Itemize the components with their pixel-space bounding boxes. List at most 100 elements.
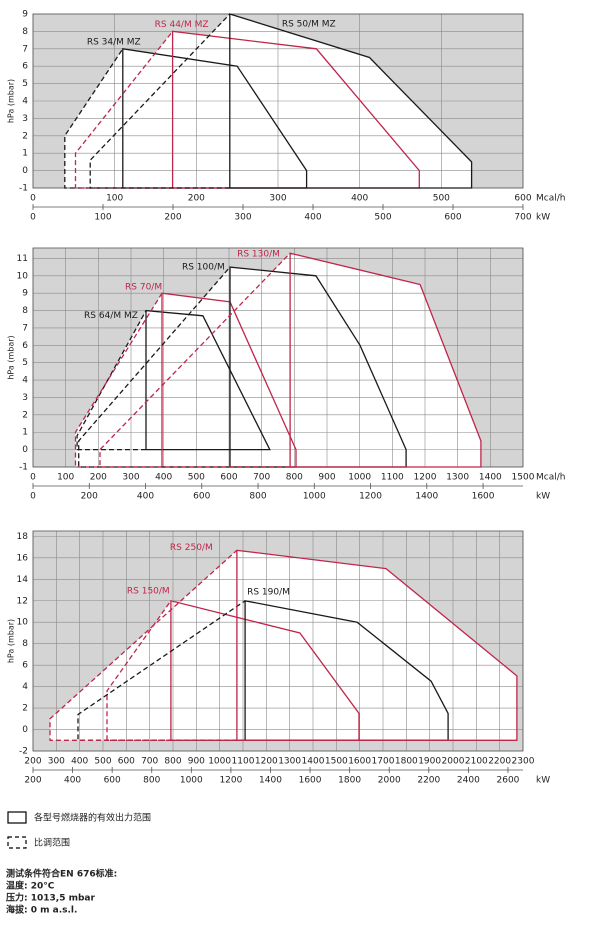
x-tick-label: 1300 — [446, 473, 469, 483]
x2-tick-label: 2200 — [417, 776, 440, 786]
series-label: RS 150/M — [127, 586, 170, 596]
x-tick-label: 1800 — [395, 757, 418, 767]
x2-tick-label: 1600 — [299, 776, 322, 786]
y-tick-label: 1 — [22, 149, 28, 159]
y-tick-label: 3 — [22, 393, 28, 403]
x-tick-label: 700 — [253, 473, 270, 483]
x2-tick-label: 200 — [81, 492, 98, 502]
x2-tick-label: 0 — [30, 213, 36, 223]
x-tick-label: 1700 — [372, 757, 395, 767]
x-tick-label: 500 — [433, 194, 450, 204]
x2-tick-label: 400 — [304, 213, 321, 223]
x2-unit: kW — [536, 492, 550, 502]
note-title: 测试条件符合EN 676标准: — [6, 868, 117, 880]
x2-tick-label: 400 — [64, 776, 81, 786]
field-fill — [100, 253, 291, 467]
x-tick-label: 1100 — [381, 473, 404, 483]
note-altitude: 海拔: 0 m a.s.l. — [6, 904, 77, 916]
y-tick-label: 0 — [22, 445, 28, 455]
y-tick-label: 4 — [22, 682, 28, 692]
x2-tick-label: 600 — [444, 213, 461, 223]
x2-tick-label: 800 — [249, 492, 266, 502]
x-unit: Mcal/h — [536, 194, 565, 204]
x-tick-label: 1500 — [325, 757, 348, 767]
x2-tick-label: 2400 — [457, 776, 480, 786]
modulation-range — [89, 13, 231, 189]
y-tick-label: 4 — [22, 97, 28, 107]
y-tick-label: 6 — [22, 62, 28, 72]
x-tick-label: 1000 — [208, 757, 231, 767]
legend-solid-icon — [7, 811, 27, 824]
x2-tick-label: 1200 — [219, 776, 242, 786]
x2-tick-label: 500 — [374, 213, 391, 223]
field-fill — [50, 550, 237, 741]
x-tick-label: 400 — [351, 194, 368, 204]
x-unit: Mcal/h — [536, 473, 565, 483]
x-tick-label: 1200 — [414, 473, 437, 483]
x2-tick-label: 200 — [24, 776, 41, 786]
y-tick-label: 10 — [17, 618, 29, 628]
y-tick-label: 0 — [22, 725, 28, 735]
x-tick-label: 100 — [57, 473, 74, 483]
series-label: RS 70/M — [125, 283, 162, 293]
x-tick-label: 1200 — [255, 757, 278, 767]
modulation-range — [78, 266, 231, 468]
working-field — [289, 252, 482, 468]
modulation-range — [106, 600, 172, 741]
x-tick-label: 0 — [30, 194, 36, 204]
x-tick-label: 1600 — [348, 757, 371, 767]
x-tick-label: 800 — [286, 473, 303, 483]
x-tick-label: 1000 — [348, 473, 371, 483]
y-tick-label: 8 — [22, 639, 28, 649]
y-tick-label: 8 — [22, 306, 28, 316]
x-tick-label: 2300 — [512, 757, 535, 767]
x-tick-label: 900 — [318, 473, 335, 483]
x2-unit: kW — [536, 213, 550, 223]
series-label: RS 44/M MZ — [155, 20, 209, 30]
series-label: RS 190/M — [247, 587, 290, 597]
x-tick-label: 500 — [94, 757, 111, 767]
field-fill — [236, 550, 517, 741]
y-tick-label: 10 — [17, 271, 29, 281]
x2-tick-label: 2000 — [378, 776, 401, 786]
y-tick-label: 16 — [17, 553, 29, 563]
x-tick-label: 800 — [164, 757, 181, 767]
x-tick-label: 400 — [71, 757, 88, 767]
x2-tick-label: 800 — [143, 776, 160, 786]
y-axis-label: hPa (mbar) — [7, 335, 16, 379]
x-tick-label: 0 — [30, 473, 36, 483]
y-tick-label: 2 — [22, 131, 28, 141]
note-pressure: 压力: 1013,5 mbar — [6, 892, 95, 904]
y-tick-label: -1 — [19, 463, 28, 473]
series-label: RS 34/M MZ — [87, 37, 141, 47]
y-tick-label: 2 — [22, 704, 28, 714]
x-tick-label: 200 — [90, 473, 107, 483]
x-tick-label: 300 — [122, 473, 139, 483]
y-tick-label: 5 — [22, 79, 28, 89]
x-tick-label: 2200 — [488, 757, 511, 767]
y-tick-label: 3 — [22, 114, 28, 124]
series-label: RS 100/M — [182, 263, 225, 273]
y-tick-label: 9 — [22, 10, 28, 20]
x2-tick-label: 0 — [30, 492, 36, 502]
series-label: RS 250/M — [170, 543, 213, 553]
y-tick-label: 0 — [22, 166, 28, 176]
x2-tick-label: 600 — [193, 492, 210, 502]
x2-tick-label: 400 — [137, 492, 154, 502]
x-tick-label: 2000 — [442, 757, 465, 767]
legend-dashed-icon — [7, 836, 27, 849]
y-tick-label: 1 — [22, 428, 28, 438]
working-field — [236, 549, 518, 741]
legend-solid: 各型号燃烧器的有效出力范围 — [34, 812, 151, 824]
x2-tick-label: 100 — [94, 213, 111, 223]
y-tick-label: 8 — [22, 27, 28, 37]
x2-tick-label: 1000 — [180, 776, 203, 786]
legend-dashed: 比调范围 — [34, 837, 70, 849]
series-label: RS 64/M MZ — [84, 311, 138, 321]
x2-tick-label: 1400 — [259, 776, 282, 786]
x-tick-label: 1300 — [278, 757, 301, 767]
y-tick-label: 18 — [17, 532, 29, 542]
x-tick-label: 200 — [24, 757, 41, 767]
x2-tick-label: 1000 — [303, 492, 326, 502]
